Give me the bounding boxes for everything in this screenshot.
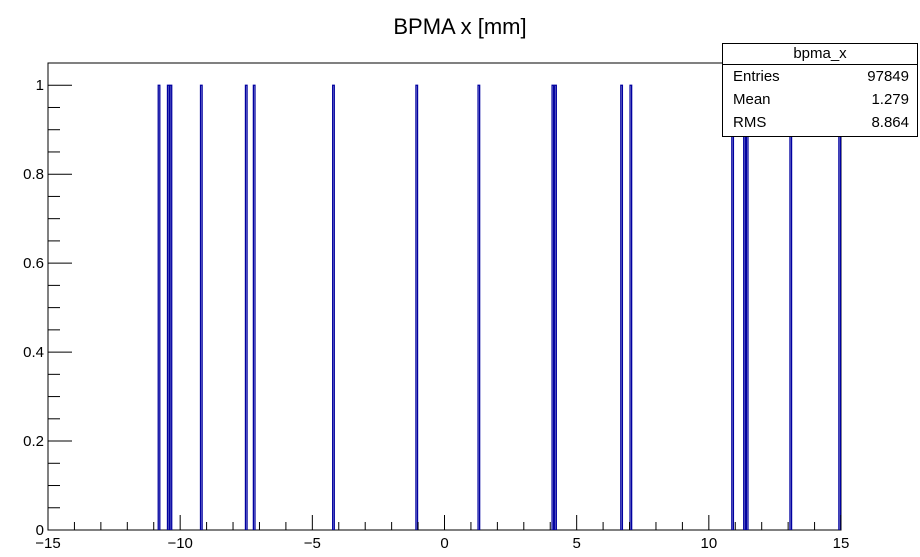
- stats-label: Mean: [733, 91, 771, 108]
- histogram-bin: [554, 84, 557, 530]
- stats-row-mean: Mean 1.279: [723, 88, 917, 111]
- y-tick-label: 0.8: [23, 166, 44, 183]
- histogram-bin: [551, 84, 555, 530]
- histogram-bin: [415, 84, 419, 530]
- stats-box-name: bpma_x: [723, 44, 917, 65]
- x-tick-label: −5: [304, 535, 321, 552]
- histogram-bin: [743, 84, 746, 530]
- x-tick-label: −10: [167, 535, 192, 552]
- x-tick-label: −15: [35, 535, 60, 552]
- histogram-bin: [169, 84, 173, 530]
- x-tick-label: 5: [572, 535, 580, 552]
- stats-row-rms: RMS 8.864: [723, 111, 917, 134]
- stats-value: 8.864: [871, 114, 909, 131]
- stats-box: bpma_x Entries 97849 Mean 1.279 RMS 8.86…: [722, 43, 918, 137]
- y-tick-label: 1: [36, 77, 44, 94]
- x-tick-label: 10: [700, 535, 717, 552]
- histogram-bin: [244, 84, 248, 530]
- histogram-bin: [731, 84, 735, 530]
- histogram-bin: [620, 84, 624, 530]
- histogram-bin: [199, 84, 203, 530]
- stats-label: RMS: [733, 114, 767, 131]
- histogram-bin: [745, 84, 749, 530]
- y-tick-label: 0.2: [23, 433, 44, 450]
- stats-label: Entries: [733, 68, 780, 85]
- histogram-bin: [838, 84, 842, 530]
- histogram-bin: [166, 84, 170, 530]
- stats-row-entries: Entries 97849: [723, 65, 917, 88]
- x-tick-label: 0: [440, 535, 448, 552]
- x-tick-label: 15: [833, 535, 850, 552]
- histogram-bin: [157, 84, 161, 530]
- y-tick-label: 0.6: [23, 255, 44, 272]
- y-tick-label: 0.4: [23, 344, 44, 361]
- histogram-bin: [789, 84, 793, 530]
- histogram-bin: [252, 84, 256, 530]
- histogram-bin: [629, 84, 633, 530]
- histogram-bin: [332, 84, 335, 530]
- histogram-bin: [477, 84, 481, 530]
- y-tick-label: 0: [36, 522, 44, 539]
- stats-value: 1.279: [871, 91, 909, 108]
- chart-title: BPMA x [mm]: [393, 14, 527, 39]
- stats-value: 97849: [867, 68, 909, 85]
